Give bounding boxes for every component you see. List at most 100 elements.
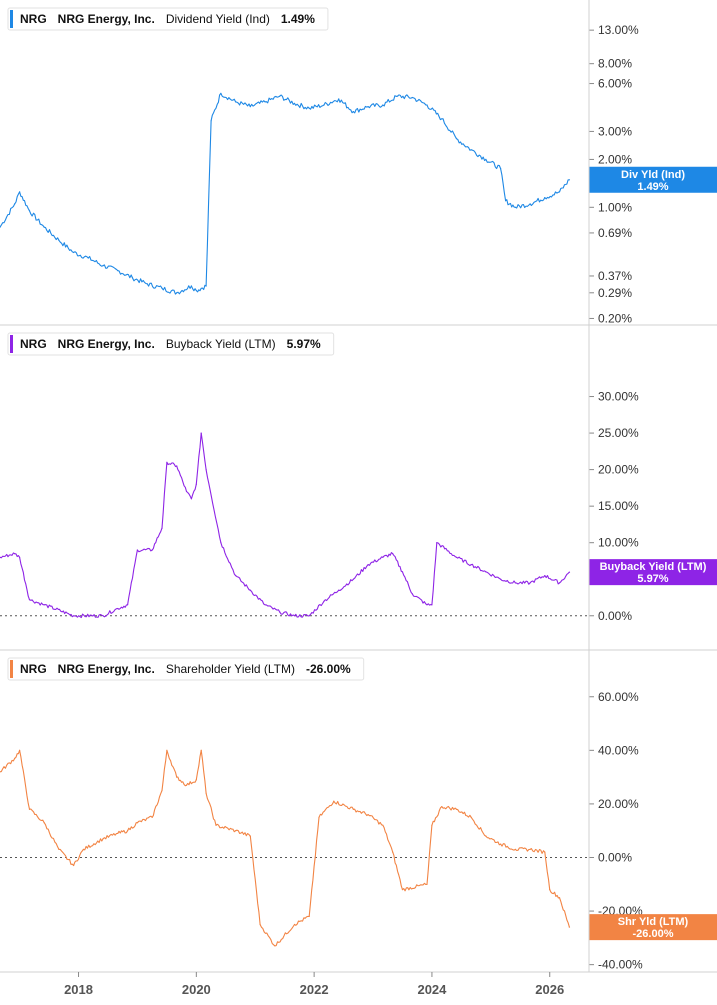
data-point xyxy=(136,822,138,824)
data-point xyxy=(470,816,472,818)
data-point xyxy=(558,897,561,899)
data-point xyxy=(544,575,546,577)
data-point xyxy=(333,800,335,802)
data-point xyxy=(514,206,517,208)
data-point xyxy=(87,257,89,259)
x-tick-label: 2022 xyxy=(300,982,329,997)
data-point xyxy=(367,106,369,108)
data-point xyxy=(14,203,16,205)
y-tick-label: 60.00% xyxy=(598,690,639,704)
data-point xyxy=(455,556,458,558)
data-point xyxy=(82,848,84,851)
chart-panel-2: 30.00%25.00%20.00%15.00%10.00%5.00%0.00%… xyxy=(0,324,717,623)
data-point xyxy=(176,465,178,467)
legend-swatch xyxy=(10,10,13,28)
data-point xyxy=(73,251,75,254)
data-point xyxy=(176,292,178,294)
data-point xyxy=(43,226,45,228)
data-point xyxy=(190,498,192,500)
data-point xyxy=(544,197,546,199)
data-point xyxy=(436,542,438,544)
chart-panel-1: 13.00% 8.00% 6.00% 3.00% 2.00% 1.00% 0.69% 0.37… xyxy=(0,7,717,325)
data-point xyxy=(514,582,517,584)
data-point xyxy=(274,945,276,947)
data-point xyxy=(161,287,163,289)
data-point xyxy=(308,615,310,617)
data-point xyxy=(0,556,1,558)
data-point xyxy=(127,604,129,606)
legend: NRG NRG Energy, Inc. Shareholder Yield (LT… xyxy=(7,657,365,681)
data-point xyxy=(151,816,153,818)
y-tick-label: 1.00% xyxy=(598,200,632,214)
y-tick-label: 6.00% xyxy=(598,77,632,91)
y-tick-label: -40.00% xyxy=(598,958,643,972)
data-point xyxy=(127,830,129,832)
legend-ticker: NRG xyxy=(20,12,47,26)
data-point xyxy=(205,285,207,287)
legend-box xyxy=(7,332,335,356)
data-point xyxy=(249,106,251,108)
legend-company: NRG Energy, Inc. xyxy=(58,662,155,676)
data-point xyxy=(470,149,472,151)
data-point xyxy=(338,589,340,591)
value-tag: Shr Yld (LTM)-26.00% xyxy=(589,914,717,941)
data-point xyxy=(568,571,571,573)
value-tag-bg xyxy=(589,914,717,941)
y-tick-label: 20.00% xyxy=(598,463,639,477)
data-point xyxy=(19,749,21,751)
data-point xyxy=(500,168,502,170)
x-tick-label: 2020 xyxy=(182,982,211,997)
data-point xyxy=(293,923,296,926)
data-point xyxy=(323,104,325,106)
data-point xyxy=(220,542,222,544)
legend: NRG NRG Energy, Inc. Buyback Yield (LTM) 5.… xyxy=(7,332,335,356)
legend-metric: Buyback Yield (LTM) xyxy=(166,337,276,351)
y-tick-label: 0.37% xyxy=(598,269,632,283)
data-point xyxy=(102,265,104,267)
data-point xyxy=(195,289,197,292)
data-point xyxy=(485,571,487,573)
value-tag-label: Div Yld (Ind) xyxy=(621,169,685,181)
data-point xyxy=(131,277,134,279)
y-tick-label: 30.00% xyxy=(598,390,639,404)
data-point xyxy=(185,490,188,493)
data-point xyxy=(58,848,60,851)
data-point xyxy=(102,615,104,617)
legend-box xyxy=(7,657,365,681)
data-point xyxy=(136,549,138,551)
data-point xyxy=(441,118,443,120)
data-point xyxy=(382,824,384,826)
legend-box xyxy=(7,7,329,31)
data-point xyxy=(28,808,31,810)
data-point xyxy=(235,830,237,832)
data-point xyxy=(431,604,433,606)
data-point xyxy=(200,749,202,751)
data-point xyxy=(529,203,531,205)
data-point xyxy=(485,158,487,160)
data-point xyxy=(382,556,384,558)
legend-metric: Shareholder Yield (LTM) xyxy=(166,662,295,676)
y-tick-label: 0.20% xyxy=(598,311,632,325)
legend-ticker: NRG xyxy=(20,662,47,676)
data-point xyxy=(28,599,31,601)
data-point xyxy=(382,104,384,106)
data-point xyxy=(190,285,192,287)
value-tag: Buyback Yield (LTM)5.97% xyxy=(589,559,717,586)
data-point xyxy=(14,757,16,760)
data-point xyxy=(19,191,21,193)
data-point xyxy=(264,101,266,103)
y-tick-label: 25.00% xyxy=(598,426,639,440)
data-point xyxy=(249,835,251,837)
data-point xyxy=(485,835,487,837)
data-point xyxy=(220,92,222,94)
y-tick-label: 13.00% xyxy=(598,23,639,37)
data-point xyxy=(0,226,1,228)
data-point xyxy=(210,120,212,122)
data-point xyxy=(43,822,45,824)
data-point xyxy=(0,771,1,773)
data-point xyxy=(558,582,561,584)
data-point xyxy=(426,604,428,606)
data-point xyxy=(323,600,325,602)
data-point xyxy=(308,107,310,109)
data-point xyxy=(529,582,531,584)
